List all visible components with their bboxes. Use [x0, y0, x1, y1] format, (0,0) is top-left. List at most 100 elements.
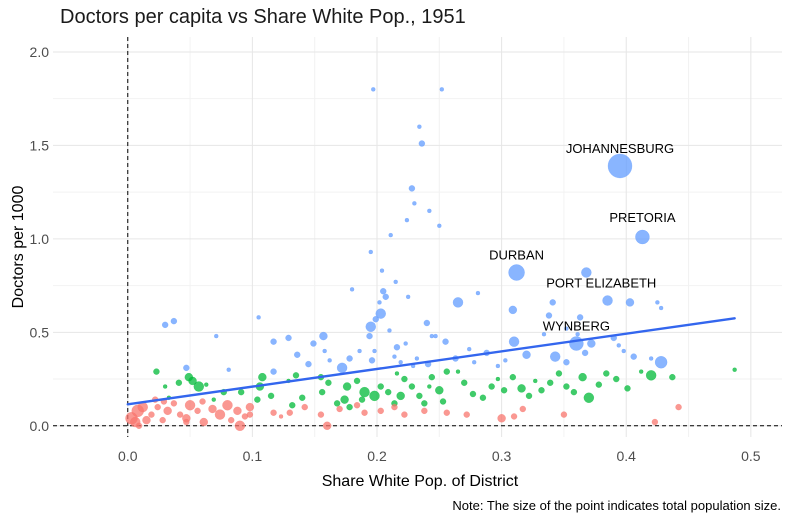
data-point-blue — [429, 333, 435, 339]
data-point-blue — [503, 358, 508, 363]
data-point-green — [358, 396, 366, 403]
data-point-red — [391, 403, 398, 411]
data-point-green — [469, 390, 477, 398]
data-point-green — [396, 391, 405, 401]
city-label: PRETORIA — [609, 210, 676, 225]
data-point-red — [560, 411, 568, 418]
data-point-blue — [305, 360, 312, 368]
data-point-red — [135, 422, 143, 430]
data-point-blue — [270, 338, 277, 345]
data-point-blue — [393, 344, 401, 351]
data-point-green — [267, 392, 275, 400]
data-point-blue — [433, 333, 438, 339]
data-point-blue — [408, 185, 416, 192]
data-point-blue — [452, 297, 464, 308]
x-tick-label: 0.1 — [243, 448, 263, 464]
data-point-blue — [549, 299, 556, 306]
data-point-blue — [366, 332, 373, 340]
y-tick-label: 0.0 — [30, 418, 50, 434]
data-point-blue — [508, 264, 525, 281]
data-point-green — [340, 395, 349, 404]
data-point-green — [460, 379, 468, 387]
data-point-red — [234, 420, 246, 432]
data-point-blue — [437, 223, 442, 229]
data-point-green — [638, 369, 644, 374]
data-point-blue — [654, 355, 668, 369]
data-point-red — [675, 403, 682, 411]
data-point-blue — [226, 367, 231, 372]
data-point-blue — [575, 331, 580, 337]
x-tick-label: 0.5 — [741, 448, 761, 464]
data-point-blue — [382, 293, 389, 301]
data-point-red — [361, 409, 368, 416]
data-point-blue — [372, 315, 380, 323]
data-point-blue — [398, 359, 403, 365]
data-point-blue — [471, 359, 477, 365]
data-point-green — [570, 388, 578, 396]
data-point-green — [645, 370, 657, 381]
data-point-green — [603, 370, 610, 377]
data-point-green — [394, 371, 400, 376]
data-point-green — [555, 370, 563, 377]
data-point-blue — [417, 124, 422, 129]
data-point-blue — [170, 317, 178, 325]
data-point-green — [289, 401, 296, 409]
data-point-blue — [508, 305, 518, 315]
data-point-blue — [442, 338, 449, 345]
data-point-red — [510, 413, 518, 420]
data-point-red — [497, 414, 506, 423]
x-axis-label: Share White Pop. of District — [322, 473, 519, 490]
data-point-red — [421, 407, 428, 415]
data-point-blue — [349, 287, 355, 292]
reference-lines — [53, 37, 782, 437]
data-point-blue — [439, 87, 445, 92]
data-point-blue — [213, 333, 219, 339]
x-tick-label: 0.4 — [616, 448, 636, 464]
data-point-red — [278, 414, 284, 419]
data-point-blue — [372, 348, 377, 354]
data-point-blue — [161, 321, 169, 329]
data-point-red — [353, 401, 361, 409]
data-point-green — [443, 368, 451, 375]
data-point-blue — [183, 364, 190, 372]
data-point-red — [184, 399, 196, 411]
data-point-green — [193, 381, 205, 392]
data-point-green — [538, 387, 545, 394]
data-point-blue — [379, 287, 387, 295]
data-point-blue — [466, 346, 472, 352]
data-point-blue — [648, 356, 654, 361]
data-point-blue — [393, 279, 398, 285]
data-point-red — [194, 407, 201, 415]
data-point-blue — [256, 315, 261, 320]
data-point-green — [428, 373, 436, 381]
x-tick-label: 0.0 — [118, 448, 138, 464]
data-point-blue — [388, 232, 393, 238]
data-point-green — [298, 394, 306, 401]
data-point-green — [254, 396, 261, 403]
data-point-red — [163, 406, 172, 416]
data-point-red — [322, 421, 332, 431]
data-point-green — [333, 400, 341, 407]
data-point-green — [384, 388, 392, 396]
data-point-blue — [581, 349, 589, 357]
y-tick-labels: 0.0 0.5 1.0 1.5 2.0 — [30, 44, 50, 434]
data-point-green — [258, 372, 267, 382]
data-point-blue — [587, 339, 596, 348]
data-point-blue — [576, 314, 584, 321]
data-point-blue — [418, 140, 426, 147]
data-point-blue — [569, 336, 584, 351]
data-point-red — [245, 402, 255, 412]
data-point-blue — [635, 229, 650, 245]
data-point-red — [148, 411, 155, 418]
data-point-blue — [475, 290, 481, 296]
data-point-green — [211, 397, 217, 402]
data-point-green — [359, 386, 370, 398]
data-point-green — [500, 387, 508, 394]
data-point-green — [408, 383, 416, 390]
data-point-green — [495, 376, 501, 382]
x-tick-label: 0.3 — [492, 448, 512, 464]
data-point-blue — [375, 308, 386, 319]
data-point-red — [233, 406, 242, 416]
data-point-red — [286, 409, 294, 416]
data-point-green — [369, 390, 380, 402]
